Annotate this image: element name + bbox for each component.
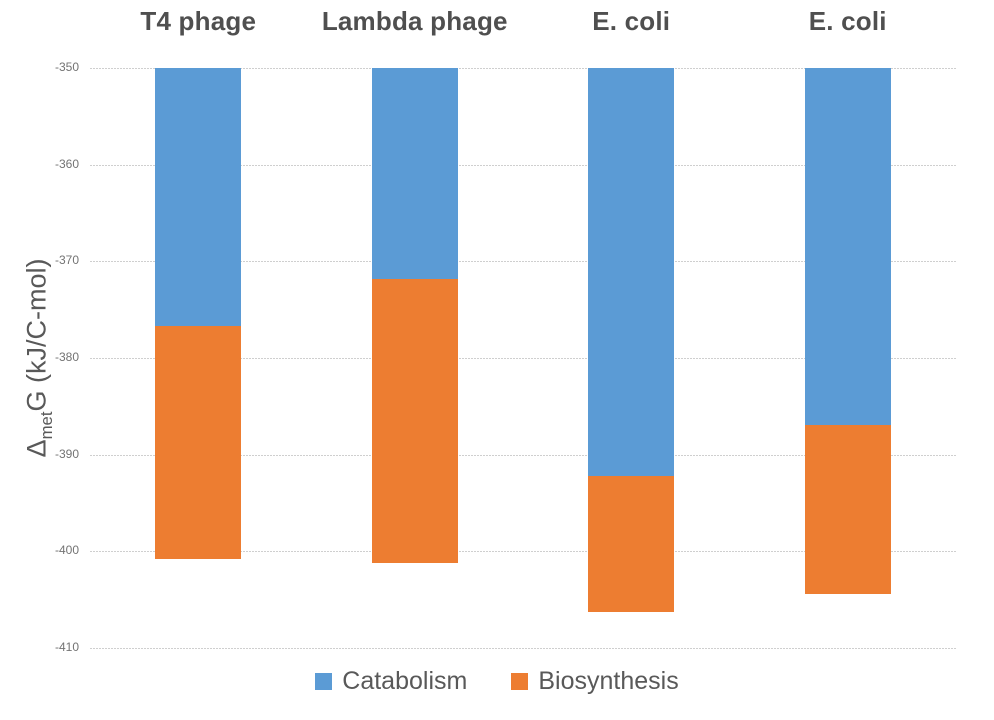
column-header-1: Lambda phage	[321, 6, 508, 36]
legend-label-catabolism: Catabolism	[342, 667, 468, 695]
column-header-3: E. coli	[808, 6, 887, 36]
gridline	[90, 68, 956, 69]
gridline	[90, 454, 956, 456]
bar-segment-catabolism-2	[588, 68, 675, 476]
y-axis-tick-label: -410	[54, 640, 79, 654]
y-axis-title-delta: Δ	[21, 439, 52, 458]
y-axis-title-subscript: met	[36, 411, 56, 440]
column-header-2: E. coli	[592, 6, 671, 36]
y-axis-tick-label: -380	[54, 350, 79, 364]
bar-segment-biosynthesis-0	[155, 326, 242, 560]
bar-segment-biosynthesis-2	[588, 475, 675, 613]
gridline	[90, 261, 956, 263]
gridline	[90, 358, 956, 359]
y-axis-tick-label: -400	[54, 543, 79, 558]
legend-item-biosynthesis: Biosynthesis	[511, 667, 679, 696]
bar-segment-catabolism-3	[804, 68, 891, 425]
legend-item-catabolism: Catabolism	[315, 667, 467, 696]
gridline	[90, 648, 956, 649]
y-axis-title: ΔmetG (kJ/C-mol)	[21, 258, 56, 458]
gridline	[90, 164, 956, 166]
bar-segment-biosynthesis-3	[804, 424, 891, 594]
legend: Catabolism Biosynthesis	[0, 667, 994, 696]
catabolism-swatch-icon	[315, 673, 333, 690]
legend-label-biosynthesis: Biosynthesis	[538, 667, 679, 695]
column-header-0: T4 phage	[140, 6, 257, 36]
y-axis-tick-label: -350	[54, 60, 79, 74]
y-axis-tick-label: -390	[54, 446, 79, 461]
y-axis-title-units: G (kJ/C-mol)	[21, 258, 52, 412]
biosynthesis-swatch-icon	[511, 673, 529, 690]
bar-segment-biosynthesis-1	[371, 278, 458, 563]
bar-segment-catabolism-1	[371, 68, 458, 279]
bar-segment-catabolism-0	[155, 68, 242, 327]
y-axis-tick-label: -360	[54, 156, 79, 171]
y-axis-tick-label: -370	[54, 253, 79, 268]
gridline	[90, 551, 956, 553]
